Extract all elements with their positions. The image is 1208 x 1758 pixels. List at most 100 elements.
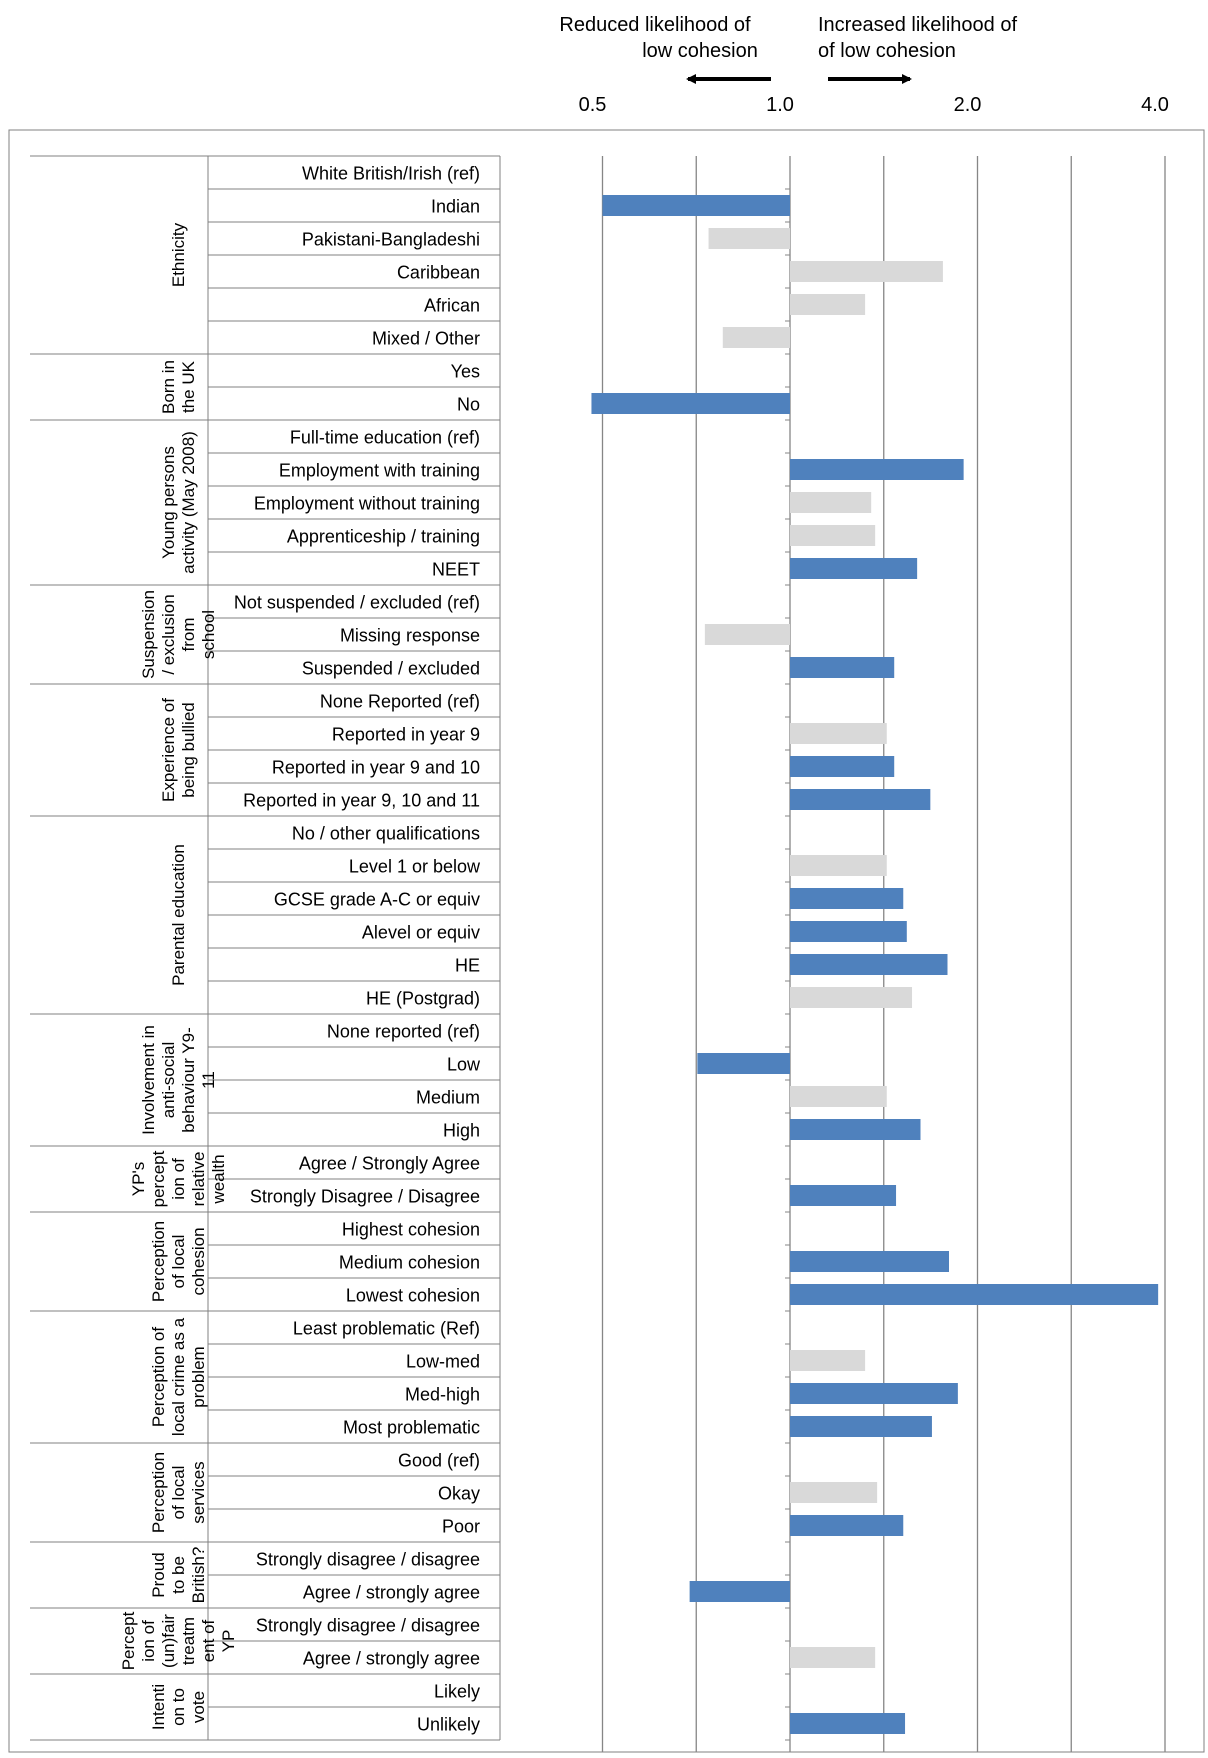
x-tick-label: 1.0 <box>766 94 794 116</box>
bar-significant <box>790 657 895 678</box>
row-label: Agree / Strongly Agree <box>299 1154 480 1174</box>
row-label: Level 1 or below <box>349 857 481 877</box>
bar-significant <box>790 954 948 975</box>
row-label: Low <box>447 1055 481 1075</box>
bar-not-significant <box>704 624 790 645</box>
bar-significant <box>591 393 790 414</box>
row-label: Pakistani-Bangladeshi <box>302 230 480 250</box>
row-label: HE <box>455 956 480 976</box>
bar-significant <box>790 1284 1159 1305</box>
row-label: No <box>457 395 480 415</box>
row-label: Reported in year 9 and 10 <box>272 758 480 778</box>
row-label: Agree / strongly agree <box>303 1649 480 1669</box>
row-label: Most problematic <box>343 1418 480 1438</box>
header-reduced-likelihood: Reduced likelihood of low cohesion <box>520 12 790 64</box>
row-label: Strongly Disagree / Disagree <box>250 1187 480 1207</box>
bar-significant <box>790 1251 949 1272</box>
group-label: Perception oflocal crime as aproblem <box>149 1317 208 1436</box>
row-label: GCSE grade A-C or equiv <box>274 890 480 910</box>
group-label: Perceptionof localservices <box>149 1452 208 1533</box>
bar-significant <box>790 1185 897 1206</box>
header-increased-line-2: of low cohesion <box>818 40 956 62</box>
group-label: Born inthe UK <box>159 360 198 414</box>
bar-significant <box>790 1119 921 1140</box>
row-label: Okay <box>438 1484 480 1504</box>
bar-not-significant <box>790 261 943 282</box>
bar-not-significant <box>790 525 876 546</box>
row-label: Yes <box>451 362 480 382</box>
row-label: Likely <box>434 1682 480 1702</box>
row-label: Mixed / Other <box>372 329 480 349</box>
header-increased-line-1: Increased likelihood of <box>818 14 1018 36</box>
group-label: YP'sperception ofrelativewealth <box>129 1150 228 1207</box>
x-tick-label: 2.0 <box>953 94 982 116</box>
bar-significant <box>790 756 895 777</box>
bar-significant <box>790 1515 904 1536</box>
row-label: HE (Postgrad) <box>366 989 480 1009</box>
row-label: Highest cohesion <box>342 1220 480 1240</box>
row-label: Caribbean <box>397 263 480 283</box>
row-label: Employment without training <box>254 494 480 514</box>
row-label: Lowest cohesion <box>346 1286 480 1306</box>
header-reduced-line-2: low cohesion <box>642 40 758 62</box>
bar-significant <box>689 1581 790 1602</box>
bar-not-significant <box>790 987 913 1008</box>
row-label: Low-med <box>406 1352 480 1372</box>
group-label: Perception of(un)fairtreatment ofYP <box>119 1611 238 1670</box>
row-label: Reported in year 9, 10 and 11 <box>243 791 480 811</box>
row-label: Employment with training <box>279 461 480 481</box>
bar-not-significant <box>722 327 790 348</box>
bar-not-significant <box>790 855 887 876</box>
row-label: Good (ref) <box>398 1451 480 1471</box>
chart-frame <box>8 129 1205 1753</box>
row-label: None Reported (ref) <box>320 692 480 712</box>
row-label: African <box>424 296 480 316</box>
group-label: Parental education <box>169 844 188 986</box>
header-reduced-line-1: Reduced likelihood of <box>559 14 751 36</box>
row-label: Medium cohesion <box>339 1253 480 1273</box>
bar-significant <box>790 558 918 579</box>
row-label: Med-high <box>405 1385 480 1405</box>
row-label: Medium <box>416 1088 480 1108</box>
row-label: Least problematic (Ref) <box>293 1319 480 1339</box>
row-label: Missing response <box>340 626 480 646</box>
row-label: High <box>443 1121 480 1141</box>
row-label: Agree / strongly agree <box>303 1583 480 1603</box>
row-label: Apprenticeship / training <box>287 527 480 547</box>
row-label: White British/Irish (ref) <box>302 164 480 184</box>
group-label: Young personsactivity (May 2008) <box>159 431 198 574</box>
row-label: Unlikely <box>417 1715 480 1735</box>
bar-not-significant <box>790 492 872 513</box>
row-label: Suspended / excluded <box>302 659 480 679</box>
bar-not-significant <box>708 228 790 249</box>
bar-significant <box>790 459 964 480</box>
bar-significant <box>790 1383 958 1404</box>
group-label: Suspension/ exclusionfromschool <box>139 590 218 679</box>
row-label: Strongly disagree / disagree <box>256 1550 480 1570</box>
group-label: Intention tovote <box>149 1684 208 1730</box>
bar-significant <box>790 1416 932 1437</box>
bar-significant <box>790 789 931 810</box>
row-label: None reported (ref) <box>327 1022 480 1042</box>
row-label: NEET <box>432 560 480 580</box>
group-label: Experience ofbeing bullied <box>159 698 198 802</box>
row-label: Alevel or equiv <box>362 923 480 943</box>
bar-not-significant <box>790 1350 866 1371</box>
bar-not-significant <box>790 723 887 744</box>
x-tick-label: 0.5 <box>578 94 607 116</box>
bar-not-significant <box>790 294 866 315</box>
row-label: No / other qualifications <box>292 824 480 844</box>
group-label: Proudto beBritish? <box>149 1547 208 1604</box>
bar-significant <box>790 921 907 942</box>
group-label: Ethnicity <box>169 222 188 287</box>
header-increased-likelihood: Increased likelihood of of low cohesion <box>818 12 1078 64</box>
row-label: Poor <box>442 1517 480 1537</box>
row-label: Reported in year 9 <box>332 725 480 745</box>
group-label: Involvement inanti-socialbehaviour Y9-11 <box>139 1025 218 1135</box>
bar-significant <box>790 1713 906 1734</box>
group-label: Perceptionof localcohesion <box>149 1221 208 1302</box>
row-label: Indian <box>431 197 480 217</box>
bar-significant <box>602 195 790 216</box>
bar-significant <box>790 888 904 909</box>
